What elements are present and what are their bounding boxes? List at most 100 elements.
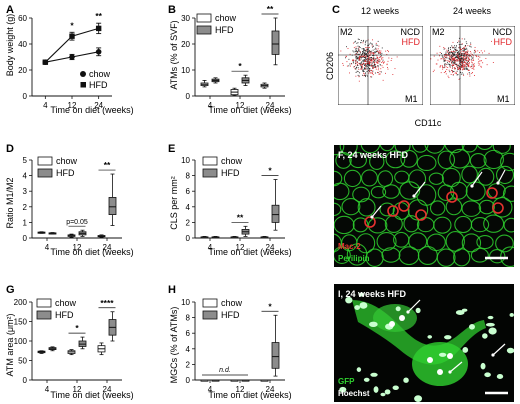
flow-event-hfd [453,51,455,53]
flow-event-hfd [462,51,464,53]
adipocyte-outline [334,182,350,201]
flow-event-hfd [446,49,448,51]
flow-event-ncd [460,44,462,45]
flow-event-ncd [355,68,357,70]
crown-like-structure [446,191,458,203]
flow-event-ncd [466,62,468,64]
panel-a-xtick-label: 24 [94,101,103,110]
flow-event-hfd [368,61,370,63]
flow-event-ncd [363,71,365,72]
panel-a-point-chow [69,54,75,60]
flow-event-ncd [374,60,376,62]
flow-event-ncd [466,57,467,59]
flow-event-ncd [441,53,442,54]
flow-event-ncd [363,49,365,51]
flow-event-ncd [460,72,461,73]
panel-h-box-hfd [271,342,280,369]
flow-event-ncd [460,60,462,62]
flow-event-hfd [465,52,467,53]
flow-event-ncd [449,49,451,50]
flow-event-hfd [467,58,469,60]
flow-event-ncd [450,60,452,62]
flow-event-hfd [457,55,459,57]
flow-event-ncd [460,57,462,59]
flow-event-hfd [360,68,362,70]
flow-event-hfd [477,50,479,52]
flow-event-hfd [376,57,378,59]
flow-event-ncd [466,60,468,62]
flow-event-ncd [448,47,450,49]
flow-event-hfd [457,67,459,69]
arrow-icon [371,205,382,218]
flow-event-hfd [477,62,479,64]
panel-e-xtick-label: 4 [208,243,213,252]
flow-event-ncd [366,60,368,62]
flow-event-hfd [471,65,472,67]
flow-event-ncd [452,52,453,54]
nucleus [438,352,447,357]
flow-event-ncd [366,56,368,57]
flow-event-hfd [391,57,393,59]
adipocyte-outline [385,150,406,169]
flow-event-ncd [460,66,462,68]
flow-event-hfd [392,74,394,75]
flow-event-ncd [356,61,358,63]
nucleus [392,385,399,391]
flow-event-ncd [355,53,357,55]
flow-event-ncd [451,55,453,57]
nucleus [356,367,362,372]
flow-event-hfd [464,62,466,64]
flow-event-ncd [359,64,361,66]
flow-event-hfd [462,63,464,65]
flow-event-hfd [442,65,444,67]
flow-event-ncd [453,53,454,55]
flow-event-ncd [365,72,367,74]
flow-event-ncd [453,70,455,72]
flow-event-hfd [371,60,373,62]
flow-event-hfd [347,48,349,50]
flow-event-hfd [375,42,377,44]
flow-event-ncd [360,58,362,60]
flow-event-hfd [491,40,492,42]
crown-like-structure [387,205,399,217]
panel-h-xtick-label: 12 [236,385,245,394]
flow-event-ncd [365,65,367,67]
flow-event-ncd [352,50,354,52]
flow-event-hfd [473,64,474,66]
flow-event-hfd [457,55,459,56]
flow-event-hfd [358,80,360,82]
flow-event-hfd [340,50,342,52]
flow-event-ncd [362,50,364,52]
flow-event-hfd [452,71,454,73]
flow-event-hfd [465,59,467,61]
flow-event-hfd [467,45,469,47]
flow-event-hfd [380,68,382,70]
flow-event-hfd [465,53,467,55]
flow-event-hfd [377,69,379,71]
flow-event-ncd [463,55,465,57]
flow-event-hfd [440,65,442,67]
flow-event-ncd [456,74,458,76]
flow-legend-ncd: NCD [401,27,421,37]
adipocyte-outline [476,145,493,150]
flow-event-ncd [357,67,359,69]
panel-a-ytick-label: 0 [23,92,28,101]
flow-event-hfd [387,68,389,70]
flow-event-ncd [450,47,452,49]
flow-event-hfd [463,47,465,49]
panel-g-ytick-label: 0 [23,376,28,385]
flow-event-ncd [353,66,355,68]
adipocyte-outline [500,246,514,267]
crown-like-structure [492,202,504,214]
flow-event-hfd [468,58,470,60]
arrow-head-icon [491,353,495,357]
flow-event-ncd [356,66,358,68]
panel-b-xtick-label: 12 [236,101,245,110]
flow-event-hfd [464,61,466,62]
flow-event-ncd [446,61,448,63]
flow-event-ncd [373,64,375,66]
flow-event-hfd [459,59,461,61]
flow-event-ncd [454,51,456,53]
panel-e-xtick-label: 12 [236,243,245,252]
flow-event-hfd [463,61,465,63]
